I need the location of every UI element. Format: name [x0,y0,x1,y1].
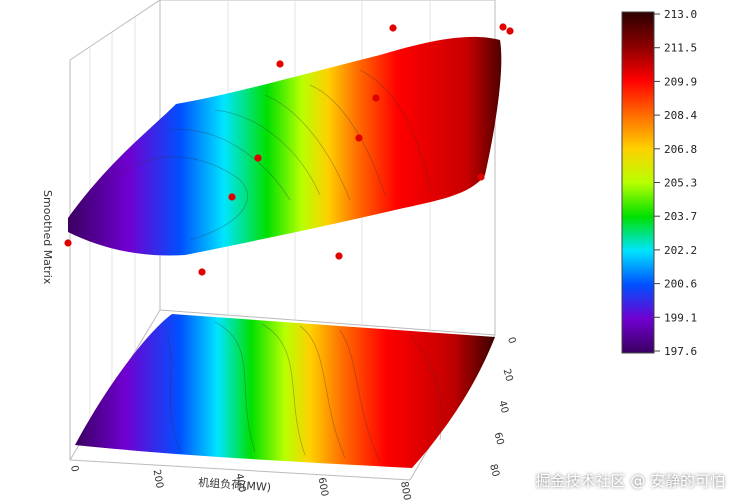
scatter-point [335,252,343,260]
scatter-points [64,23,514,276]
colorbar-tick-label: 208.4 [664,109,697,122]
floor-contour-lines [164,321,443,463]
x-axis-label: 机组负荷(MW) [198,475,272,494]
colorbar-tick-label: 202.2 [664,244,697,257]
colorbar-tick-label: 213.0 [664,8,697,21]
scatter-point [254,154,262,162]
scatter-point [506,27,514,35]
colorbar-tick-label: 199.1 [664,311,697,324]
scatter-point [355,134,363,142]
z-axis-label: Smoothed Matrix [41,190,54,285]
colorbar-tick-label: 203.7 [664,210,697,223]
x-tick-label: 400 [233,473,247,494]
colorbar [621,11,655,354]
x-tick-label: 0 [68,465,80,473]
scatter-point [499,23,507,31]
scatter-point [64,239,72,247]
scatter-point [389,24,397,32]
watermark: 掘金技术社区 @ 安静的可怕 [535,472,725,490]
scatter-point [477,173,485,181]
y-ticks: 0 20 40 60 80 [487,336,517,478]
y-tick-label: 40 [496,399,510,414]
y-tick-label: 80 [487,463,501,478]
x-tick-label: 200 [151,469,165,490]
y-tick-label: 20 [501,368,515,383]
surface-contours [119,69,431,241]
colorbar-tick-label: 211.5 [664,42,697,55]
scatter-point [276,60,284,68]
scatter-point [372,94,380,102]
scatter-point [228,193,236,201]
y-tick-label: 0 [505,336,517,345]
scatter-point [198,268,206,276]
surface [68,36,502,256]
x-ticks: 0 200 400 600 800 [68,465,412,501]
axis-box [69,0,496,481]
colorbar-tick-label: 205.3 [664,177,697,190]
x-tick-label: 800 [398,481,412,501]
y-tick-label: 60 [492,431,506,446]
floor-contour-map [75,314,495,468]
colorbar-tick-label: 200.6 [664,278,697,291]
x-tick-label: 600 [316,477,330,498]
colorbar-tick-label: 197.6 [664,345,697,358]
colorbar-tick-label: 209.9 [664,75,697,88]
colorbar-ticks: 213.0 211.5 209.9 208.4 206.8 205.3 203.7 202.2… [654,8,697,358]
colorbar-tick-label: 206.8 [664,143,697,156]
